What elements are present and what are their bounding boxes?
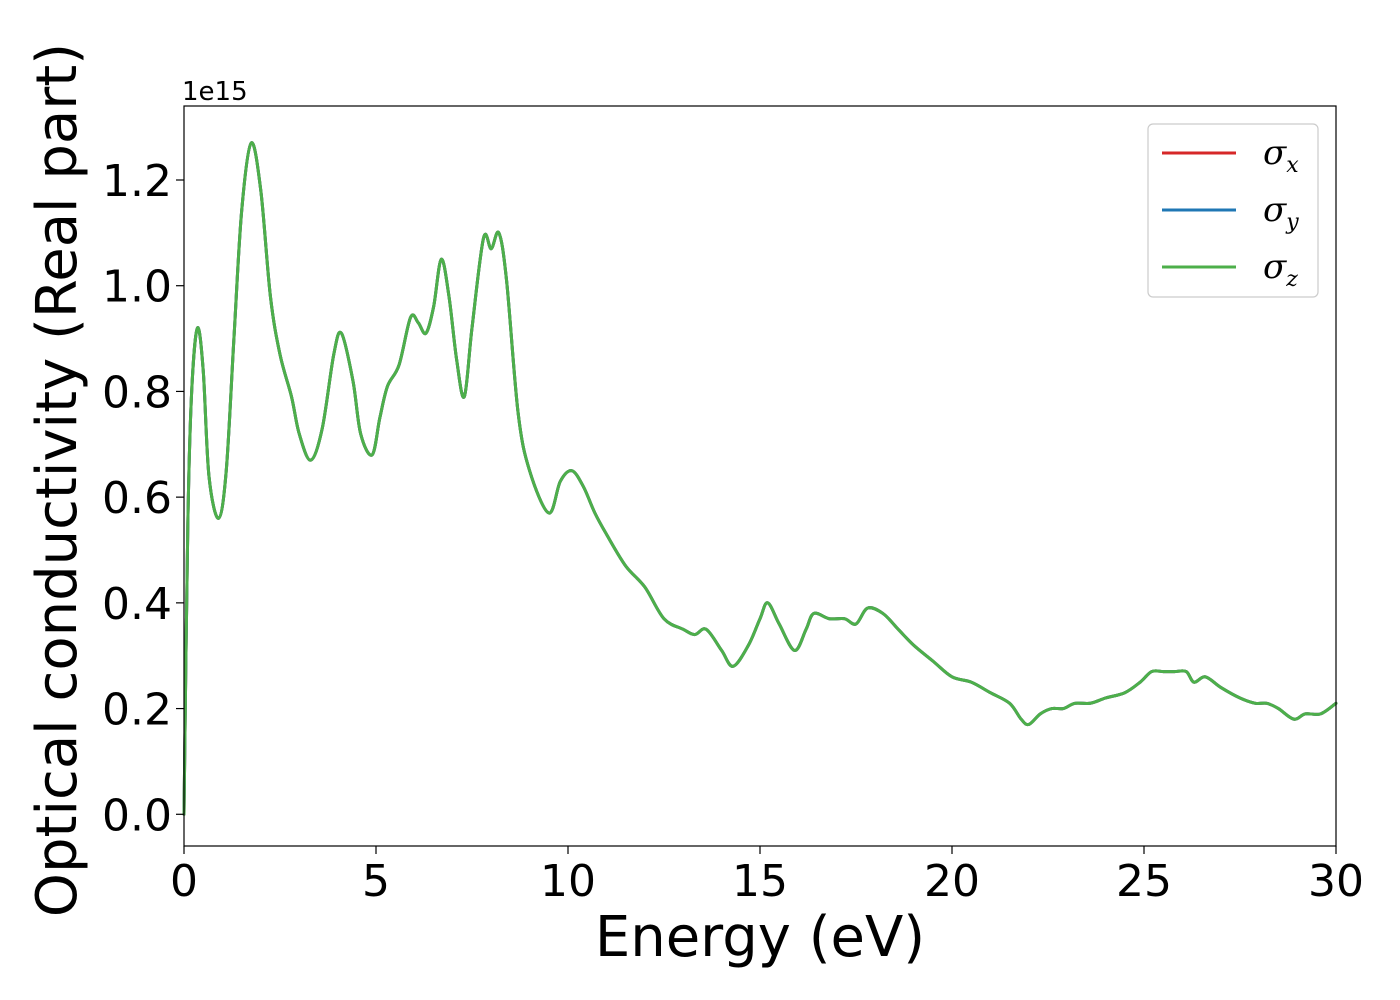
legend-subscript: y [1285, 210, 1299, 235]
y-tick-label: 0.0 [102, 790, 172, 841]
x-tick-label: 5 [362, 856, 390, 907]
y-axis-offset-text: 1e15 [182, 77, 248, 107]
series-line-z [182, 141, 1338, 816]
legend-symbol: σ [1263, 133, 1287, 173]
y-tick-label: 0.8 [102, 367, 172, 418]
x-tick-label: 20 [924, 856, 980, 907]
legend-symbol: σ [1263, 190, 1287, 230]
legend-label: σy [1263, 190, 1299, 235]
x-axis-ticks: 0 5 10 15 20 25 30 [170, 846, 1364, 907]
y-axis-title: Optical conductivity (Real part) [25, 43, 90, 917]
x-tick-label: 15 [732, 856, 788, 907]
y-tick-label: 0.4 [102, 579, 172, 630]
series-layer [182, 141, 1338, 816]
y-tick-label: 1.0 [102, 262, 172, 313]
legend-subscript: z [1285, 267, 1298, 292]
legend-symbol: σ [1263, 247, 1287, 287]
legend-label: σz [1263, 247, 1298, 292]
x-axis-title: Energy (eV) [595, 905, 925, 970]
x-tick-label: 25 [1116, 856, 1172, 907]
x-tick-label: 30 [1308, 856, 1364, 907]
y-axis-ticks: 0.0 0.2 0.4 0.6 0.8 1.0 1.2 [102, 156, 184, 841]
legend-label: σx [1263, 133, 1299, 178]
legend-subscript: x [1286, 153, 1299, 178]
x-tick-label: 10 [540, 856, 596, 907]
y-tick-label: 1.2 [102, 156, 172, 207]
x-tick-label: 0 [170, 856, 198, 907]
y-tick-label: 0.2 [102, 685, 172, 736]
y-tick-label: 0.6 [102, 473, 172, 524]
